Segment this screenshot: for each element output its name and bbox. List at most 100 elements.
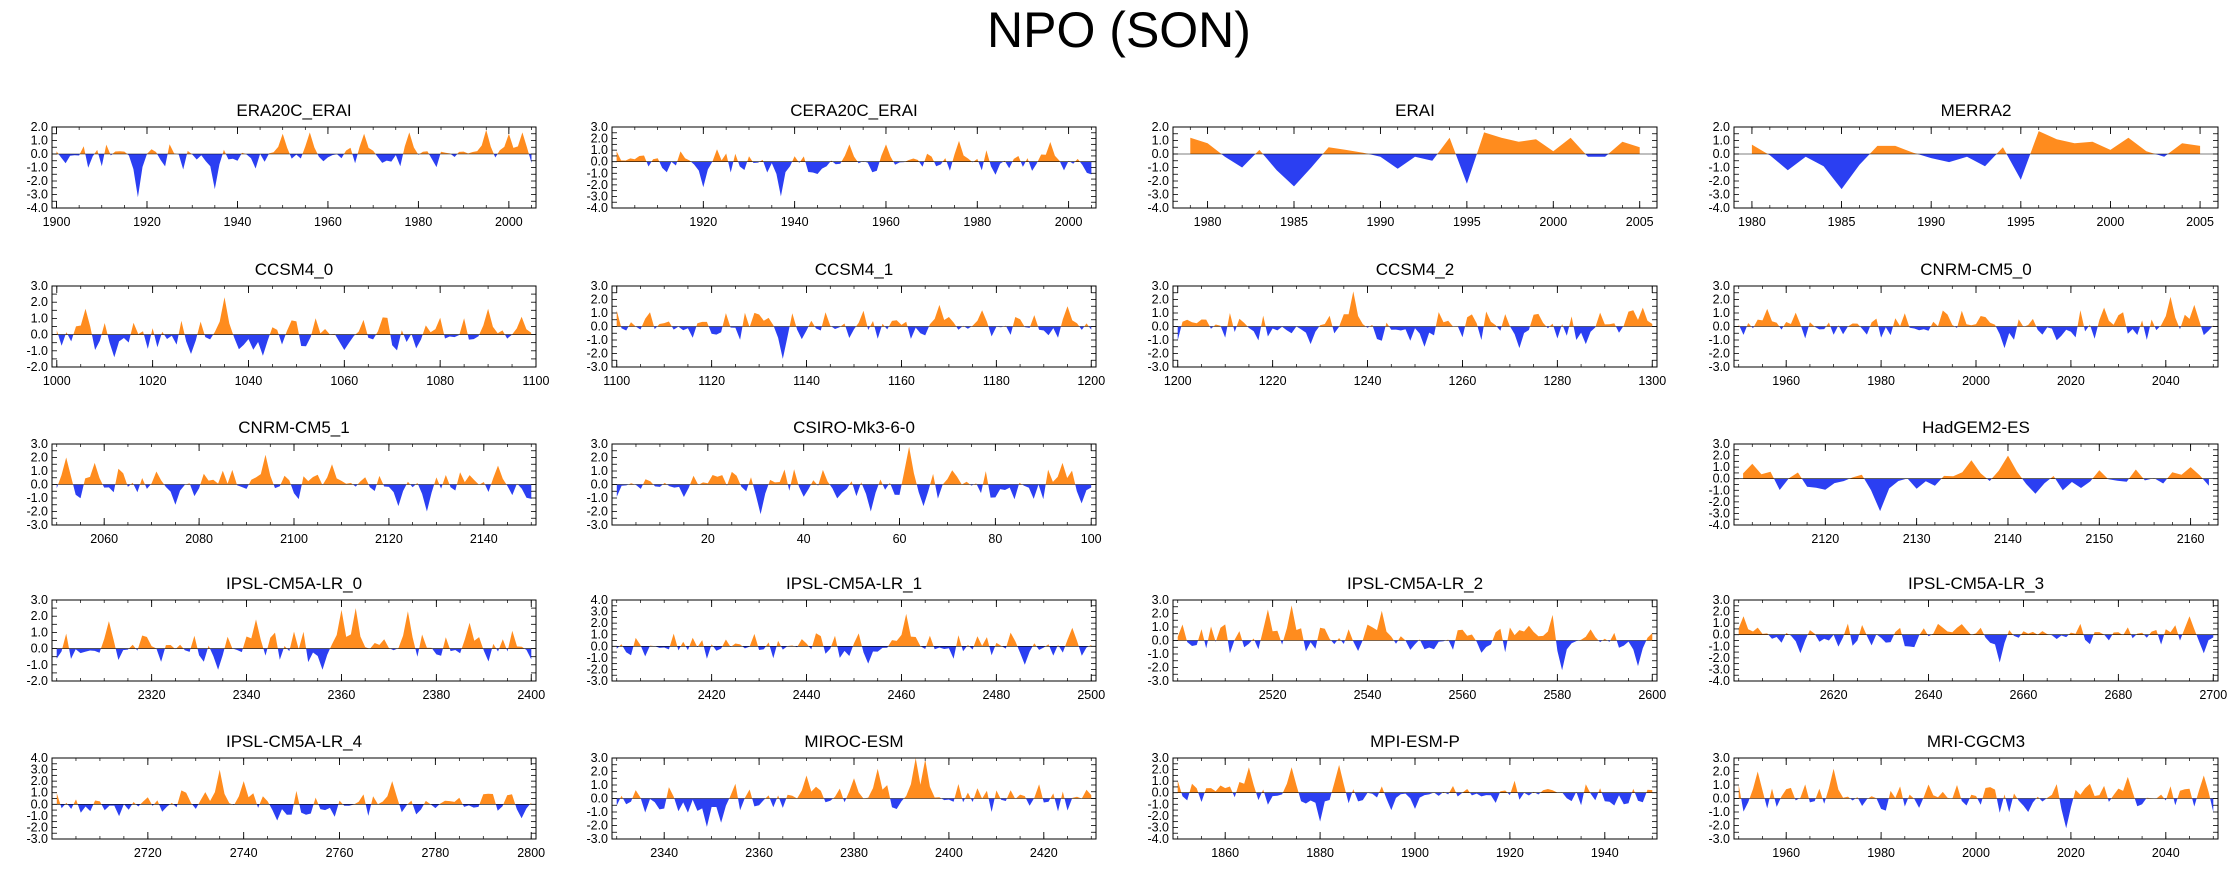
- y-tick-label: -2.0: [1708, 347, 1730, 361]
- x-tick-label: 20: [701, 532, 715, 546]
- plot-frame: [51, 126, 537, 209]
- y-tick-label: 0.0: [31, 328, 48, 342]
- y-tick-label: 3.0: [591, 751, 608, 765]
- positive-area: [56, 769, 532, 805]
- x-tick-label: 2580: [1543, 688, 1571, 702]
- x-tick-label: 2360: [328, 688, 356, 702]
- positive-area: [616, 140, 1092, 162]
- y-tick-label: -4.0: [1147, 832, 1169, 846]
- x-tick-label: 1120: [698, 374, 725, 388]
- y-tick-label: -1.0: [26, 809, 48, 823]
- x-tick-label: 1995: [1453, 215, 1481, 229]
- x-tick-label: 2600: [1638, 688, 1666, 702]
- x-tick-label: 1980: [1738, 215, 1766, 229]
- y-tick-label: 2.0: [1713, 293, 1730, 307]
- y-tick-label: 3.0: [1713, 279, 1730, 293]
- x-tick-label: 1985: [1280, 215, 1308, 229]
- y-tick-label: -3.0: [586, 832, 608, 846]
- y-tick-label: 2.0: [1152, 607, 1169, 621]
- panel-ipsl-cm5a-lr-2: IPSL-CM5A-LR_2 3.02.01.00.0-1.0-2.0-3.0 25…: [1147, 574, 1666, 702]
- y-tick-label: -2.0: [26, 674, 48, 688]
- y-tick-label: 3.0: [1713, 751, 1730, 765]
- y-tick-label: 1.0: [1152, 620, 1169, 634]
- y-tick-label: -4.0: [1147, 201, 1169, 215]
- panel-csiro-mk3-6-0: CSIRO-Mk3-6-0 3.02.01.00.0-1.0-2.0-3.0 20 4…: [586, 418, 1101, 546]
- panel-title: CERA20C_ERAI: [790, 101, 918, 120]
- x-tick-label: 1200: [1164, 374, 1192, 388]
- x-tick-label: 2380: [840, 846, 868, 860]
- x-tick-label: 2520: [1259, 688, 1287, 702]
- y-tick-label: 1.0: [1713, 778, 1730, 792]
- x-tick-label: 2130: [1903, 532, 1931, 546]
- panel-title: IPSL-CM5A-LR_2: [1347, 574, 1483, 593]
- y-tick-label: -3.0: [586, 189, 608, 203]
- y-tick-label: 1.0: [591, 778, 608, 792]
- panel-title: CSIRO-Mk3-6-0: [793, 418, 915, 437]
- x-tick-label: 1920: [133, 215, 161, 229]
- panel-ipsl-cm5a-lr-0: IPSL-CM5A-LR_0 3.0 2.0 1.0 0.0 -1.0 -2.0 2320 23…: [26, 574, 545, 702]
- y-tick-label: -2.0: [586, 505, 608, 519]
- y-tick-label: 2.0: [591, 616, 608, 630]
- y-tick-label: 2.0: [31, 609, 48, 623]
- y-tick-label: -1.0: [1147, 161, 1169, 175]
- panel-merra2: MERRA2 2.01.00.0-1.0-2.0-3.0-4.0 1980 1985 1…: [1708, 101, 2219, 229]
- x-tick-label: 2400: [517, 688, 545, 702]
- x-tick-label: 2760: [326, 846, 354, 860]
- x-tick-label: 2500: [1077, 688, 1105, 702]
- y-tick-label: 1.0: [1713, 134, 1730, 148]
- x-tick-label: 2680: [2104, 688, 2132, 702]
- y-tick-label: 3.0: [31, 279, 48, 293]
- y-tick-label: 2.0: [1713, 605, 1730, 619]
- x-tick-label: 2020: [2057, 846, 2085, 860]
- y-tick-label: 0.0: [591, 639, 608, 653]
- y-tick-label: -1.0: [26, 161, 48, 175]
- y-tick-label: -2.0: [1147, 174, 1169, 188]
- x-tick-label: 1990: [1367, 215, 1395, 229]
- positive-area: [1177, 605, 1653, 641]
- x-tick-label: 2040: [2152, 846, 2180, 860]
- y-tick-label: -1.0: [1708, 483, 1730, 497]
- plot-frame: [1733, 126, 2219, 209]
- panel-title: ERAI: [1395, 101, 1435, 120]
- y-tick-label: -3.0: [1147, 674, 1169, 688]
- negative-area: [1774, 478, 2209, 512]
- y-tick-label: 0.0: [1152, 147, 1169, 161]
- y-tick-label: 3.0: [31, 437, 48, 451]
- x-tick-label: 2000: [1539, 215, 1567, 229]
- y-tick-label: 2.0: [31, 774, 48, 788]
- x-tick-label: 1940: [1591, 846, 1619, 860]
- x-tick-label: 2100: [280, 532, 308, 546]
- positive-area: [619, 613, 1092, 647]
- y-tick-label: 2.0: [1713, 765, 1730, 779]
- x-tick-label: 1000: [43, 374, 71, 388]
- y-tick-label: 2.0: [31, 451, 48, 465]
- x-tick-label: 2740: [230, 846, 258, 860]
- negative-area: [616, 484, 1092, 515]
- y-tick-label: -3.0: [1708, 188, 1730, 202]
- panel-title: CCSM4_2: [1376, 260, 1454, 279]
- y-tick-label: 0.0: [31, 797, 48, 811]
- y-tick-label: -2.0: [26, 174, 48, 188]
- y-tick-label: -3.0: [586, 518, 608, 532]
- x-tick-label: 2000: [1962, 846, 1990, 860]
- y-tick-label: 0.0: [1713, 320, 1730, 334]
- x-tick-label: 1980: [1867, 846, 1895, 860]
- x-tick-label: 1980: [404, 215, 432, 229]
- positive-area: [1743, 455, 2209, 479]
- y-tick-label: -1.0: [586, 651, 608, 665]
- panel-title: IPSL-CM5A-LR_3: [1908, 574, 2044, 593]
- x-tick-label: 100: [1081, 532, 1102, 546]
- x-tick-label: 2000: [2097, 215, 2125, 229]
- positive-area: [1190, 132, 1640, 154]
- y-tick-label: 1.0: [1152, 306, 1169, 320]
- x-tick-label: 1860: [1211, 846, 1239, 860]
- x-tick-label: 1985: [1828, 215, 1856, 229]
- y-tick-label: 0.0: [31, 478, 48, 492]
- y-tick-label: -3.0: [1708, 360, 1730, 374]
- panel-title: ERA20C_ERAI: [236, 101, 351, 120]
- y-tick-label: 1.0: [1713, 460, 1730, 474]
- x-tick-label: 1160: [888, 374, 915, 388]
- y-tick-label: 4.0: [591, 593, 608, 607]
- y-tick-label: 3.0: [1152, 751, 1169, 765]
